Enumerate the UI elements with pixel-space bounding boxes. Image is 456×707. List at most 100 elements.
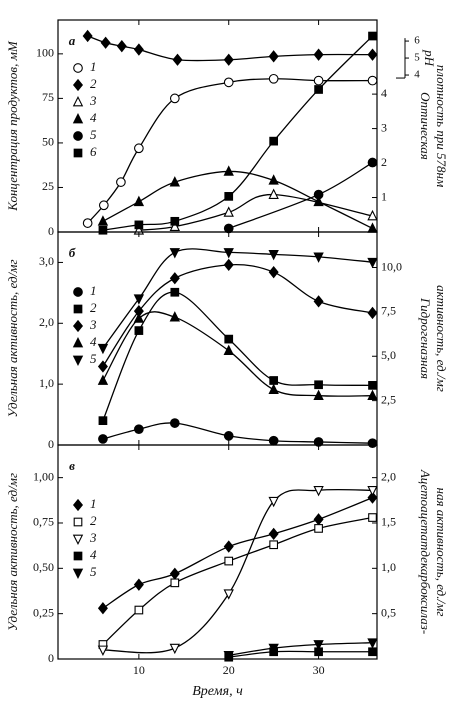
x-tick-label: 10 bbox=[133, 663, 145, 677]
marker bbox=[170, 287, 180, 297]
marker bbox=[269, 540, 279, 550]
marker bbox=[169, 567, 180, 580]
marker bbox=[313, 389, 324, 401]
marker bbox=[82, 218, 93, 228]
y2-tick-label: 4 bbox=[381, 86, 387, 100]
marker bbox=[268, 50, 279, 63]
marker bbox=[133, 43, 144, 56]
marker bbox=[98, 416, 108, 426]
marker bbox=[169, 93, 180, 104]
marker bbox=[170, 216, 180, 226]
marker bbox=[98, 200, 109, 211]
plot-frame bbox=[57, 19, 378, 233]
marker bbox=[268, 383, 279, 394]
marker bbox=[73, 517, 83, 527]
marker bbox=[97, 602, 108, 615]
marker bbox=[98, 225, 108, 235]
marker bbox=[169, 272, 180, 285]
series-line bbox=[87, 78, 373, 224]
marker bbox=[223, 206, 234, 217]
y2-tick-label: 1 bbox=[381, 189, 387, 203]
marker bbox=[268, 435, 279, 446]
marker bbox=[169, 643, 181, 655]
marker bbox=[72, 78, 84, 92]
marker bbox=[314, 380, 323, 390]
marker bbox=[313, 252, 324, 263]
marker bbox=[313, 75, 324, 86]
marker bbox=[73, 551, 83, 561]
marker bbox=[169, 248, 181, 259]
marker bbox=[134, 326, 144, 335]
marker bbox=[268, 250, 279, 261]
marker bbox=[367, 257, 378, 269]
legend-label: 2 bbox=[90, 300, 97, 315]
marker bbox=[368, 647, 377, 657]
y2-axis-label: Ацетоацетатдекарбоксилаз- bbox=[418, 469, 433, 634]
y2-tick-label: 2,0 bbox=[381, 469, 396, 483]
series-line bbox=[102, 170, 373, 230]
legend-label: 4 bbox=[90, 547, 97, 562]
series-line bbox=[228, 650, 373, 658]
marker bbox=[223, 431, 234, 441]
marker bbox=[313, 48, 324, 61]
series-line bbox=[102, 248, 373, 349]
marker bbox=[223, 344, 234, 356]
y-tick-label: 0 bbox=[48, 224, 54, 238]
marker bbox=[268, 73, 279, 84]
panel-label: в bbox=[69, 458, 75, 473]
y-tick-label: 0 bbox=[48, 437, 54, 451]
marker bbox=[367, 306, 378, 320]
marker bbox=[73, 131, 83, 141]
y2-tick-label: 3 bbox=[381, 120, 387, 134]
y-tick-label: 100 bbox=[36, 46, 54, 60]
marker bbox=[367, 389, 378, 401]
x-axis-label: Время, ч bbox=[192, 684, 243, 699]
y2-tick-label: 7,5 bbox=[381, 304, 396, 318]
y-tick-label: 0,50 bbox=[33, 560, 54, 574]
series-line bbox=[102, 422, 373, 444]
series-line bbox=[102, 496, 373, 609]
plot-frame bbox=[57, 444, 378, 660]
marker bbox=[268, 643, 279, 655]
y2-axis-label: активность, ед./мг bbox=[434, 285, 449, 392]
marker bbox=[172, 53, 183, 66]
marker bbox=[224, 192, 234, 201]
marker bbox=[73, 63, 83, 73]
panel: 10 20 30 Время, ч 0 0,25 0,50 0,75 1,00 0,5 1,0 1,5… bbox=[5, 444, 449, 699]
marker bbox=[73, 304, 83, 314]
marker bbox=[367, 48, 378, 61]
y-tick-label: 75 bbox=[42, 90, 54, 104]
marker bbox=[223, 651, 234, 662]
marker bbox=[367, 222, 378, 233]
marker bbox=[268, 527, 279, 541]
y2-tick-label: 0,5 bbox=[381, 605, 396, 619]
marker bbox=[313, 513, 324, 526]
marker bbox=[268, 188, 279, 199]
marker bbox=[134, 424, 144, 435]
marker bbox=[368, 513, 377, 522]
marker bbox=[313, 640, 324, 651]
marker bbox=[314, 524, 323, 533]
marker bbox=[367, 209, 378, 221]
y2-axis-label: Оптическая bbox=[418, 92, 433, 160]
marker bbox=[72, 336, 84, 348]
marker bbox=[169, 418, 180, 428]
series-line bbox=[102, 516, 373, 645]
marker bbox=[133, 294, 145, 305]
marker bbox=[223, 258, 234, 272]
marker bbox=[367, 638, 378, 649]
marker bbox=[134, 220, 144, 230]
y2-tick-label: 1,5 bbox=[381, 515, 396, 529]
panel: 0 1,0 2,0 3,0 2,5 5,0 7,5 10,0 Удельная активнос… bbox=[5, 231, 449, 451]
marker bbox=[169, 220, 181, 232]
marker bbox=[72, 534, 84, 546]
series-line bbox=[102, 311, 373, 397]
marker bbox=[133, 578, 144, 591]
y-tick-label: 50 bbox=[42, 135, 54, 149]
y-tick-label: 1,0 bbox=[39, 376, 54, 390]
y3-tick-label: 5 bbox=[414, 52, 420, 64]
legend-label: 5 bbox=[90, 127, 97, 142]
marker bbox=[367, 438, 378, 449]
marker bbox=[73, 287, 83, 297]
